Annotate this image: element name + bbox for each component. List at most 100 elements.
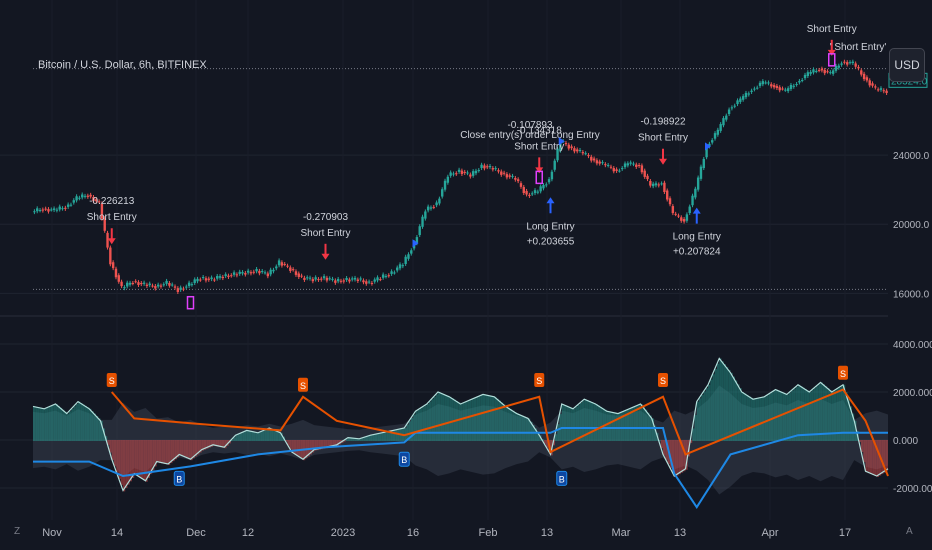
osc-histogram-bar [359,438,362,441]
candle [244,273,247,275]
osc-histogram-bar [813,388,816,441]
osc-histogram-bar [246,430,249,441]
candle [384,276,388,278]
osc-histogram-bar [816,386,819,441]
osc-histogram-bar [296,440,299,456]
osc-histogram-bar [260,431,263,441]
candle [817,69,821,71]
osc-histogram-bar [460,404,463,441]
candle [83,195,87,197]
osc-histogram-bar [116,440,119,473]
osc-histogram-bar [467,401,470,441]
osc-histogram-bar [838,387,841,441]
osc-histogram-bar [152,440,155,471]
candle [716,129,720,135]
osc-histogram-bar [316,440,319,451]
osc-histogram-bar [195,440,198,457]
osc-histogram-bar [786,394,789,441]
long-entry-label: Long Entry [526,221,574,232]
osc-histogram-bar [298,440,301,458]
osc-histogram-bar [852,413,855,441]
osc-histogram-bar [802,387,805,441]
candle [64,207,67,209]
osc-histogram-bar [717,363,720,441]
osc-histogram-bar [201,440,204,451]
osc-histogram-bar [215,440,218,447]
currency-button[interactable]: USD [889,48,925,82]
osc-histogram-bar [564,404,567,441]
candle [702,158,705,169]
candle [584,153,587,155]
candle [528,194,531,196]
candle [688,206,691,213]
osc-histogram-bar [642,406,645,441]
candle [719,124,722,131]
short-entry-arrowhead [659,158,667,165]
osc-histogram-bar [413,414,416,441]
osc-histogram-bar [89,408,92,441]
candle [854,63,857,67]
osc-histogram-bar [183,440,186,458]
close-marker [535,170,543,185]
candle [682,219,686,222]
candle [784,89,787,91]
candle [815,70,818,72]
candle [868,80,871,86]
oscillator-line [32,357,889,492]
candle [213,279,216,281]
candle [443,180,447,190]
candle [325,277,329,281]
candle [396,267,399,271]
candle [261,271,264,273]
candle [272,269,275,272]
auto-scale-icon[interactable]: A [906,526,913,537]
osc-histogram-bar [471,399,474,441]
osc-histogram-bar [219,440,222,448]
osc-histogram-bar [640,404,643,441]
candle [483,165,486,169]
osc-histogram-bar [154,440,157,467]
candle [725,115,728,120]
candle [621,168,624,170]
candle [398,264,402,269]
osc-histogram-bar [51,405,54,441]
osc-histogram-bar [647,412,650,441]
candle [860,70,863,75]
candle [556,148,559,161]
candle [438,198,441,204]
osc-histogram-bar [847,399,850,441]
candle [601,162,604,164]
candle [598,161,601,164]
time-tick-label: Nov [42,527,62,539]
candle [97,201,101,203]
osc-histogram-bar [372,434,375,441]
long-entry-arrowhead [692,207,701,214]
candle [874,86,877,88]
candle [190,284,194,286]
osc-histogram-bar [280,432,283,441]
candle [283,263,286,265]
time-tick-label: Apr [761,527,778,539]
osc-histogram-bar [352,438,355,441]
osc-histogram-bar [415,411,418,441]
close-marker [186,295,195,310]
osc-histogram-bar [111,440,114,461]
candle [764,82,767,84]
candle [277,260,281,266]
zoom-icon[interactable]: Z [14,526,21,537]
candle [111,262,115,269]
osc-histogram-bar [208,440,211,448]
osc-histogram-bar [469,400,472,441]
candle [590,156,593,161]
osc-histogram-bar [809,392,812,441]
osc-histogram-bar [818,384,821,441]
long-entry-label: Long Entry [673,232,721,243]
osc-histogram-bar [118,440,121,479]
candle [258,270,261,274]
osc-histogram-bar [244,431,247,441]
osc-histogram-bar [287,440,290,446]
osc-histogram-bar [694,415,697,441]
candle [446,176,450,183]
osc-histogram-bar [87,407,90,441]
